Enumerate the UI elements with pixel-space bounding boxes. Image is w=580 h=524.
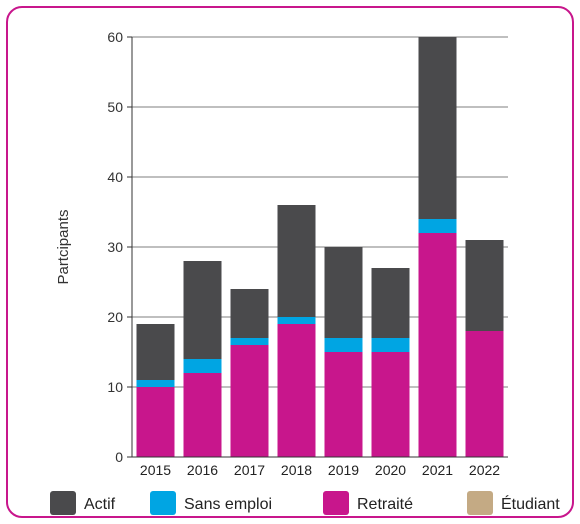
x-tick-label: 2018 xyxy=(281,462,312,478)
legend-swatch xyxy=(50,491,76,515)
bar-2016-retrait- xyxy=(183,373,222,457)
legend-label: Retraité xyxy=(357,496,413,513)
y-tick-label: 60 xyxy=(107,29,123,45)
bar-2021-actif xyxy=(418,37,457,219)
y-tick-labels: 0 10 20 30 40 50 60 xyxy=(107,29,132,465)
x-tick-label: 2017 xyxy=(234,462,265,478)
bar-2017-actif xyxy=(230,289,269,338)
y-tick-label: 20 xyxy=(107,309,123,325)
y-tick-label: 40 xyxy=(107,169,123,185)
bar-2022-actif xyxy=(465,240,504,331)
bar-2018-retrait- xyxy=(277,324,316,457)
legend-swatch xyxy=(150,491,176,515)
legend-label: Actif xyxy=(84,496,116,513)
bar-2019-retrait- xyxy=(324,352,363,457)
legend-swatch xyxy=(467,491,493,515)
bar-2021-sans-emploi xyxy=(418,219,457,233)
bar-2019-sans-emploi xyxy=(324,338,363,352)
x-tick-label: 2019 xyxy=(328,462,359,478)
bar-2016-sans-emploi xyxy=(183,359,222,373)
bar-2018-sans-emploi xyxy=(277,317,316,324)
x-tick-label: 2016 xyxy=(187,462,218,478)
bar-2020-retrait- xyxy=(371,352,410,457)
bar-2015-sans-emploi xyxy=(136,380,175,387)
legend-swatch xyxy=(323,491,349,515)
x-tick-label: 2015 xyxy=(140,462,171,478)
x-tick-labels: 2015 2016 2017 2018 2019 2020 2021 2022 xyxy=(140,462,500,478)
bar-2020-sans-emploi xyxy=(371,338,410,352)
legend: Actif Sans emploi Retraité Étudiant xyxy=(50,491,560,515)
x-tick-label: 2020 xyxy=(375,462,406,478)
y-tick-label: 0 xyxy=(115,449,123,465)
x-tick-label: 2021 xyxy=(422,462,453,478)
bar-2017-sans-emploi xyxy=(230,338,269,345)
legend-label: Sans emploi xyxy=(184,496,272,513)
bar-2016-actif xyxy=(183,261,222,359)
x-tick-label: 2022 xyxy=(469,462,500,478)
y-axis-label: Partcipants xyxy=(55,209,72,284)
bar-2020-actif xyxy=(371,268,410,338)
bar-2022-retrait- xyxy=(465,331,504,457)
legend-label: Étudiant xyxy=(501,494,560,513)
bar-2015-actif xyxy=(136,324,175,380)
bars xyxy=(136,37,504,457)
bar-2015-retrait- xyxy=(136,387,175,457)
bar-2019-actif xyxy=(324,247,363,338)
y-tick-label: 10 xyxy=(107,379,123,395)
bar-2017-retrait- xyxy=(230,345,269,457)
bar-2018-actif xyxy=(277,205,316,317)
bar-2021-retrait- xyxy=(418,233,457,457)
y-tick-label: 50 xyxy=(107,99,123,115)
y-tick-label: 30 xyxy=(107,239,123,255)
